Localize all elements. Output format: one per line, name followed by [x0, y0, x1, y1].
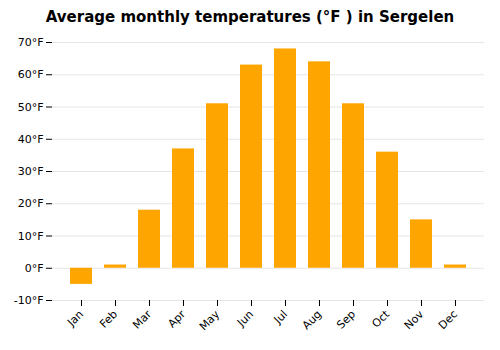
svg-text:Mar: Mar	[130, 307, 154, 331]
svg-text:60°F: 60°F	[18, 68, 44, 81]
svg-text:May: May	[197, 307, 223, 333]
svg-text:Jun: Jun	[234, 308, 256, 330]
svg-text:Nov: Nov	[402, 307, 427, 332]
html-text:Average monthly temperatures (: Average monthly temperatures (°F ) in Se…	[45, 8, 455, 26]
svg-text:50°F: 50°F	[18, 101, 44, 114]
svg-text:40°F: 40°F	[18, 133, 44, 146]
svg-text:Dec: Dec	[436, 308, 460, 332]
svg-text:30°F: 30°F	[18, 165, 44, 178]
svg-text:Apr: Apr	[165, 307, 188, 330]
svg-text:10°F: 10°F	[18, 230, 44, 243]
svg-text:Oct: Oct	[369, 307, 392, 330]
svg-text:20°F: 20°F	[18, 197, 44, 210]
svg-text:0°F: 0°F	[25, 262, 44, 275]
svg-text:Jan: Jan	[64, 308, 86, 330]
svg-text:Aug: Aug	[300, 308, 324, 332]
svg-text:Jul: Jul	[271, 308, 290, 327]
svg-text:Sep: Sep	[334, 308, 358, 332]
svg-text:70°F: 70°F	[18, 36, 44, 49]
svg-text:-10°F: -10°F	[14, 294, 44, 307]
svg-text:Feb: Feb	[97, 308, 120, 331]
